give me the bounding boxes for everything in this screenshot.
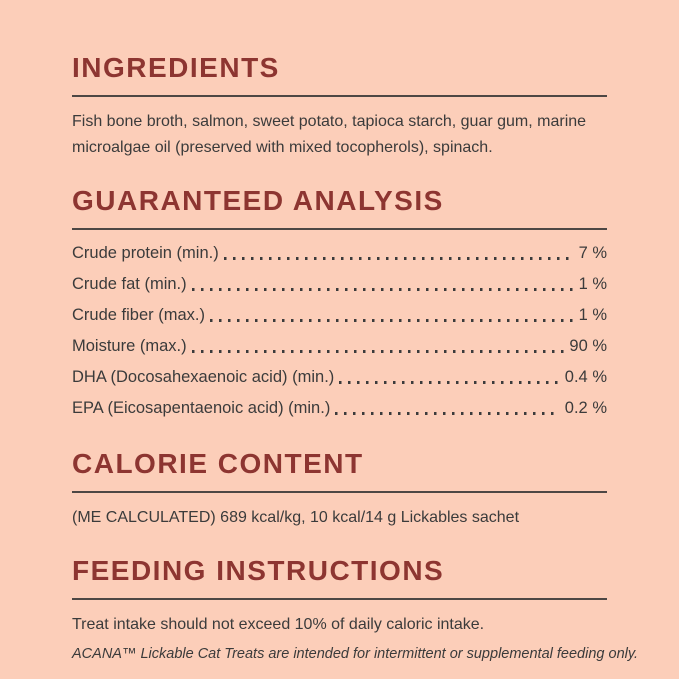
analysis-row-epa: EPA (Eicosapentaenoic acid) (min.) 0.2 % — [72, 393, 607, 424]
analysis-row-crude-fat: Crude fat (min.) 1 % — [72, 269, 607, 300]
ingredients-divider — [72, 95, 607, 97]
ingredients-heading: INGREDIENTS — [72, 52, 280, 83]
analysis-row-moisture: Moisture (max.) 90 % — [72, 331, 607, 362]
guaranteed-analysis-section: GUARANTEED ANALYSIS Crude protein (min.)… — [72, 185, 607, 424]
guaranteed-analysis-table: Crude protein (min.) 7 % Crude fat (min.… — [72, 238, 607, 424]
feeding-instructions-text: Treat intake should not exceed 10% of da… — [72, 616, 485, 633]
analysis-row-label: DHA (Docosahexaenoic acid) (min.) — [72, 368, 335, 386]
analysis-row-label: Crude protein (min.) — [72, 244, 219, 262]
analysis-row-value: 7 % — [578, 244, 607, 262]
feeding-instructions-heading: FEEDING INSTRUCTIONS — [72, 555, 445, 586]
analysis-row-value: 90 % — [569, 337, 607, 355]
analysis-row-crude-protein: Crude protein (min.) 7 % — [72, 238, 607, 269]
analysis-row-crude-fiber: Crude fiber (max.) 1 % — [72, 300, 607, 331]
analysis-row-label: EPA (Eicosapentaenoic acid) (min.) — [72, 399, 331, 417]
calorie-content-text: (ME CALCULATED) 689 kcal/kg, 10 kcal/14 … — [72, 509, 520, 526]
calorie-content-divider — [72, 491, 607, 493]
ingredients-line-2: microalgae oil (preserved with mixed toc… — [72, 139, 493, 156]
calorie-content-heading: CALORIE CONTENT — [72, 448, 364, 479]
dot-leader — [335, 412, 560, 415]
guaranteed-analysis-divider — [72, 228, 607, 230]
analysis-row-value: 1 % — [578, 306, 607, 324]
calorie-content-section: CALORIE CONTENT (ME CALCULATED) 689 kcal… — [72, 448, 607, 531]
analysis-row-value: 0.2 % — [564, 399, 607, 417]
analysis-row-dha: DHA (Docosahexaenoic acid) (min.) 0.4 % — [72, 362, 607, 393]
analysis-row-value: 1 % — [578, 275, 607, 293]
dot-leader — [209, 319, 574, 322]
feeding-instructions-divider — [72, 598, 607, 600]
analysis-row-value: 0.4 % — [564, 368, 607, 386]
dot-leader — [191, 350, 565, 353]
dot-leader — [191, 288, 574, 291]
feeding-disclaimer-note: ACANA™ Lickable Cat Treats are intended … — [72, 646, 639, 662]
analysis-row-label: Moisture (max.) — [72, 337, 187, 355]
dot-leader — [339, 381, 560, 384]
analysis-row-label: Crude fat (min.) — [72, 275, 187, 293]
ingredients-text: Fish bone broth, salmon, sweet potato, t… — [72, 109, 607, 161]
ingredients-section: INGREDIENTS Fish bone broth, salmon, swe… — [72, 52, 607, 161]
ingredients-line-1: Fish bone broth, salmon, sweet potato, t… — [72, 113, 587, 130]
dot-leader — [223, 257, 574, 260]
guaranteed-analysis-heading: GUARANTEED ANALYSIS — [72, 185, 444, 216]
analysis-row-label: Crude fiber (max.) — [72, 306, 205, 324]
feeding-instructions-section: FEEDING INSTRUCTIONS Treat intake should… — [72, 555, 639, 665]
